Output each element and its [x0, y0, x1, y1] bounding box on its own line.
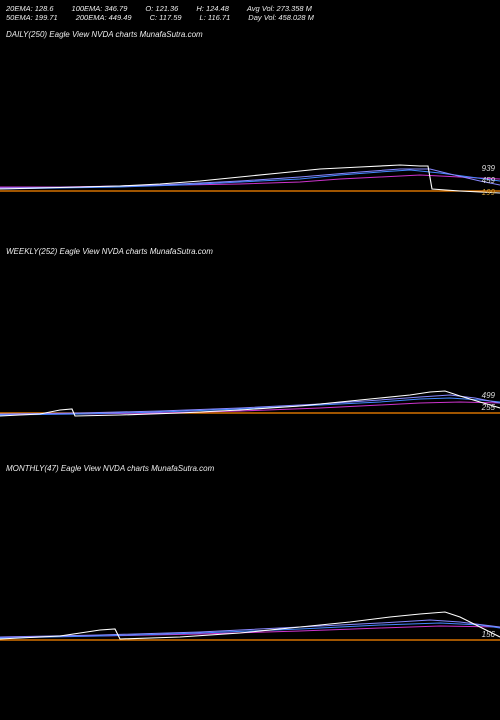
chart-svg-2: [0, 475, 500, 675]
chart-container-0: 939 459 199: [0, 41, 500, 241]
open-label: O: 121.36: [145, 4, 178, 13]
close-label: C: 117.59: [150, 13, 182, 22]
chart-2-price-label-0: 156: [481, 630, 496, 639]
dayvol-label: Day Vol: 458.028 M: [248, 13, 314, 22]
charts-root: DAILY(250) Eagle View NVDA charts Munafa…: [0, 24, 500, 675]
chart-title-2: MONTHLY(47) Eagle View NVDA charts Munaf…: [0, 458, 500, 475]
stats-header: 20EMA: 128.6 100EMA: 346.79 O: 121.36 H:…: [0, 0, 500, 24]
chart-title-1: WEEKLY(252) Eagle View NVDA charts Munaf…: [0, 241, 500, 258]
header-row-1: 20EMA: 128.6 100EMA: 346.79 O: 121.36 H:…: [6, 4, 494, 13]
chart-container-2: 156: [0, 475, 500, 675]
chart-0-price-label-2: 199: [481, 188, 496, 197]
chart-svg-0: [0, 41, 500, 241]
chart-svg-1: [0, 258, 500, 458]
chart-0-price-label-1: 459: [481, 176, 496, 185]
chart-1-price-label-0: 499: [481, 391, 496, 400]
ema20-label: 20EMA: 128.6: [6, 4, 54, 13]
ema100-label: 100EMA: 346.79: [72, 4, 128, 13]
low-label: L: 116.71: [200, 13, 231, 22]
ema50-label: 50EMA: 199.71: [6, 13, 58, 22]
chart-0-price-label-0: 939: [481, 164, 496, 173]
header-row-2: 50EMA: 199.71 200EMA: 449.49 C: 117.59 L…: [6, 13, 494, 22]
chart-title-0: DAILY(250) Eagle View NVDA charts Munafa…: [0, 24, 500, 41]
chart-container-1: 499255: [0, 258, 500, 458]
avgvol-label: Avg Vol: 273.358 M: [247, 4, 312, 13]
chart-1-price-label-1: 255: [481, 403, 496, 412]
high-label: H: 124.48: [196, 4, 229, 13]
ema200-label: 200EMA: 449.49: [76, 13, 132, 22]
